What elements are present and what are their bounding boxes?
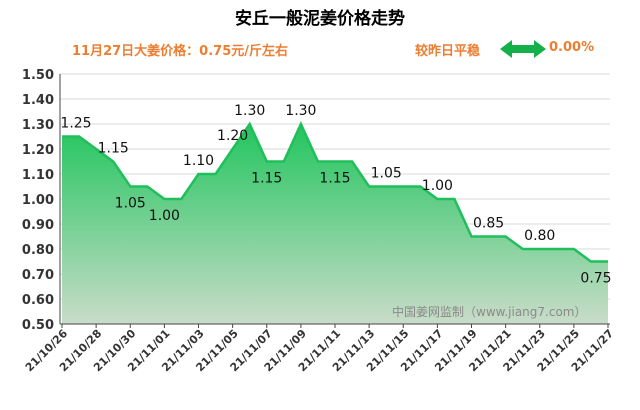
price-line [62,120,608,263]
data-label: 1.30 [234,103,265,119]
y-tick-label: 0.50 [22,318,54,333]
data-label: 1.00 [422,178,453,194]
double-arrow-icon [500,40,546,58]
data-label: 1.05 [371,166,402,182]
y-tick-label: 0.70 [22,268,54,283]
data-label: 1.15 [251,171,282,187]
data-label: 1.15 [98,141,129,157]
data-label: 1.05 [115,196,146,212]
y-tick-label: 1.30 [22,118,54,133]
data-label: 1.15 [319,171,350,187]
watermark: 中国姜网监制（www.jiang7.com） [392,304,586,319]
y-tick-label: 1.50 [22,68,54,83]
data-label: 0.75 [580,271,611,287]
y-tick-label: 0.60 [22,293,54,308]
x-axis-ticks: 21/10/2621/10/2821/10/3021/11/0121/11/03… [23,324,616,374]
y-tick-label: 1.00 [22,193,54,208]
change-status-label: 较昨日平稳 [415,44,481,59]
data-label: 1.25 [60,116,91,132]
y-tick-label: 1.20 [22,143,54,158]
data-labels: 1.251.151.051.001.101.201.301.151.301.15… [60,103,611,287]
data-label: 1.30 [285,103,316,119]
data-label: 1.20 [217,128,248,144]
y-tick-label: 0.90 [22,218,54,233]
data-label: 1.10 [183,153,214,169]
y-tick-label: 1.40 [22,93,54,108]
change-percent: 0.00% [549,40,595,55]
data-label: 0.80 [524,228,555,244]
price-subtitle: 11月27日大姜价格：0.75元/斤左右 [72,44,289,59]
data-label: 1.00 [149,208,180,224]
y-tick-label: 0.80 [22,243,54,258]
chart-title: 安丘一般泥姜价格走势 [235,9,405,29]
y-tick-label: 1.10 [22,168,54,183]
data-label: 0.85 [473,216,504,232]
y-axis-ticks: 0.50 0.60 0.70 0.80 0.90 1.00 1.10 1.20 1.30 1.40… [22,68,54,333]
